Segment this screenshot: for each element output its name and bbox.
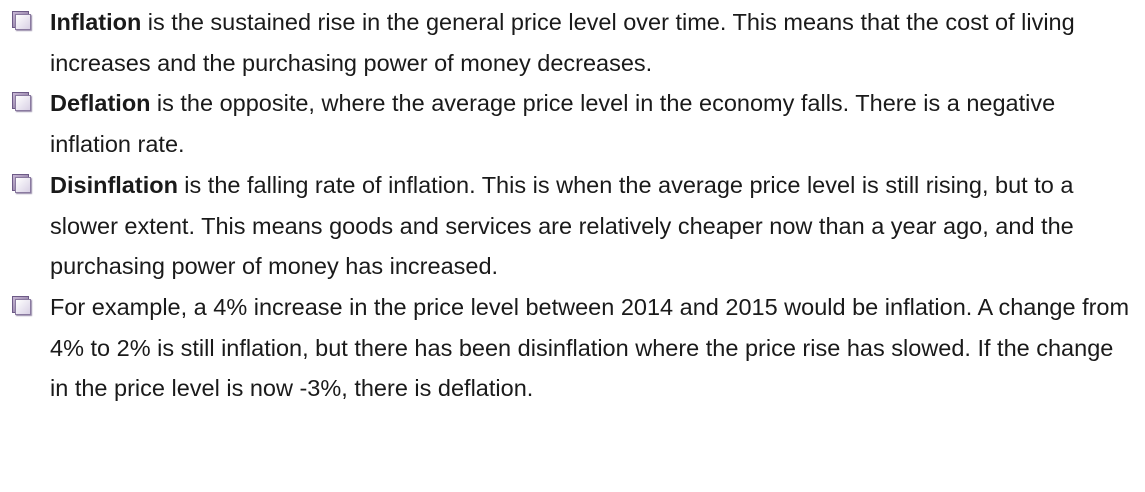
list-item: Inflation is the sustained rise in the ge…	[0, 2, 1145, 83]
term: Inflation	[50, 9, 142, 35]
list-item: For example, a 4% increase in the price …	[0, 287, 1145, 409]
list-item: Deflation is the opposite, where the aver…	[0, 83, 1145, 164]
item-text: is the falling rate of inflation. This i…	[50, 171, 1074, 280]
bullet-icon	[12, 295, 32, 316]
bullet-icon	[12, 92, 32, 112]
bullet-icon	[12, 173, 32, 194]
item-text: For example, a 4% increase in the price …	[50, 293, 1130, 402]
list-item: Disinflation is the falling rate of infla…	[0, 165, 1145, 287]
item-text: is the opposite, where the average price…	[50, 90, 1056, 158]
term: Deflation	[50, 90, 151, 117]
item-text: is the sustained rise in the general pri…	[50, 9, 1075, 76]
bullet-icon	[12, 11, 32, 31]
term: Disinflation	[50, 171, 178, 198]
